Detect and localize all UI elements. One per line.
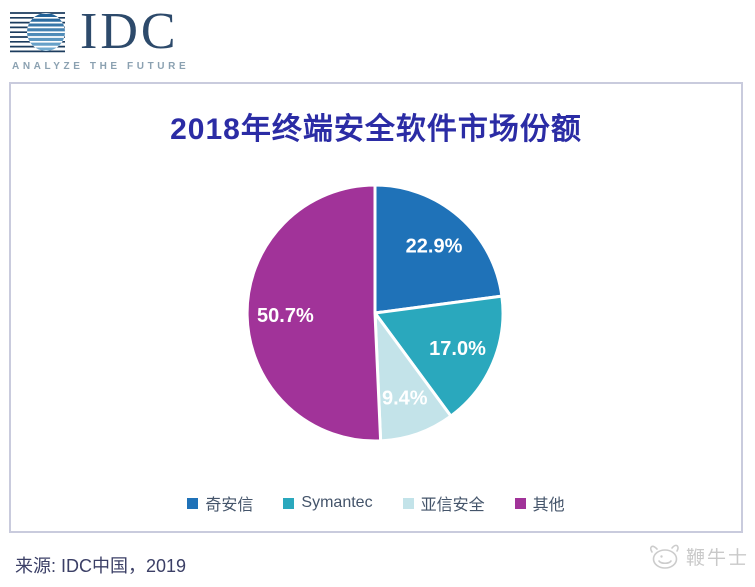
pie-chart-svg: 22.9% 17.0% 9.4% 50.7% (245, 183, 505, 443)
legend-swatch-2 (402, 497, 414, 509)
legend-item-2: 亚信安全 (402, 491, 485, 515)
pie-slice-value-2: 9.4% (382, 388, 428, 410)
idc-wordmark: IDC (80, 3, 179, 60)
legend-item-1: Symantec (283, 494, 373, 512)
legend-item-3: 其他 (514, 491, 565, 515)
idc-logo: IDC ANALYZE THE FUTURE (10, 4, 200, 72)
bianews-bull-icon (650, 544, 679, 569)
chart-legend: 奇安信 Symantec 亚信安全 其他 (11, 491, 741, 515)
legend-item-0: 奇安信 (187, 491, 253, 515)
idc-globe-icon (10, 12, 65, 53)
pie-slice-0 (373, 183, 504, 315)
legend-label-3: 其他 (532, 497, 565, 514)
chart-title: 2018年终端安全软件市场份额 (170, 113, 582, 146)
pie-slice-value-0: 22.9% (406, 236, 463, 258)
legend-label-2: 亚信安全 (420, 497, 485, 514)
pie-slice-value-3: 50.7% (257, 305, 314, 327)
pie-slice-value-1: 17.0% (429, 338, 486, 360)
legend-swatch-0 (187, 497, 199, 509)
legend-swatch-1 (283, 497, 295, 509)
pie-chart: 22.9% 17.0% 9.4% 50.7% (235, 173, 515, 453)
chart-card: 2018年终端安全软件市场份额 22.9% 17.0% 9.4% 50.7% 奇安信 S… (9, 82, 743, 533)
idc-tagline: ANALYZE THE FUTURE (12, 61, 190, 72)
legend-label-1: Symantec (301, 494, 373, 511)
pie-slice-1 (373, 294, 505, 418)
watermark: 鞭牛士 (647, 541, 749, 571)
legend-swatch-3 (514, 497, 526, 509)
watermark-text: 鞭牛士 (685, 547, 749, 569)
legend-label-0: 奇安信 (205, 497, 254, 514)
source-note: 来源: IDC中国，2019 (15, 556, 187, 576)
pie-slice-3 (245, 183, 383, 443)
